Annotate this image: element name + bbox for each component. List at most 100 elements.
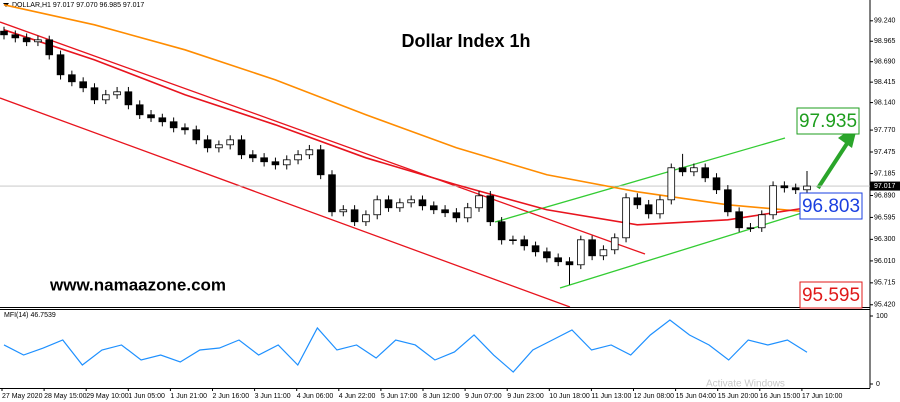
candle-body <box>339 209 348 213</box>
x-tick-label: 12 Jun 08:00 <box>634 393 675 400</box>
candle-body <box>260 157 268 163</box>
candle-body <box>101 94 110 101</box>
x-tick-label: 11 Jun 13:00 <box>591 393 631 400</box>
annotation-box <box>799 281 863 309</box>
candle-body <box>475 195 483 209</box>
x-tick-label: 1 Jun 21:00 <box>170 393 207 400</box>
candle-body <box>712 177 721 191</box>
moving-average <box>3 4 808 213</box>
candle-body <box>724 189 732 213</box>
y-tick-label: 96.595 <box>874 214 896 221</box>
candle-body <box>520 239 529 247</box>
candle-body <box>68 74 76 83</box>
candle-body <box>497 221 506 241</box>
candle-body <box>656 199 664 215</box>
candle-body <box>249 154 257 159</box>
candle-body <box>282 159 291 166</box>
y-tick-label: 95.420 <box>874 302 896 309</box>
y-tick-label: 98.965 <box>874 38 896 45</box>
candle-body <box>746 227 755 229</box>
indicator-title: MFI(14) 46.7539 <box>4 312 56 319</box>
candle-body <box>169 121 178 129</box>
x-tick-label: 8 Jun 12:00 <box>423 393 460 400</box>
y-tick-label: 96.890 <box>874 192 896 199</box>
annotation-label: 97.935 <box>799 111 857 132</box>
candle-body <box>11 34 20 39</box>
header: DOLLAR,H1 97.017 97.070 96.985 97.017 <box>12 2 144 9</box>
chart-title: Dollar Index 1h <box>401 31 530 51</box>
candle-body <box>396 202 404 209</box>
candle-body <box>237 139 246 156</box>
candle-body <box>610 237 619 251</box>
last-price-label: 97.017 <box>874 183 896 190</box>
x-tick-label: 5 Jun 17:00 <box>381 393 418 400</box>
watermark: Activate Windows <box>706 379 785 390</box>
candle-body <box>203 139 212 149</box>
candle-body <box>135 104 144 116</box>
candle-body <box>690 167 698 173</box>
x-tick-label: 1 Jun 05:00 <box>128 393 165 400</box>
candle-body <box>588 239 596 257</box>
y-tick-label: 95.715 <box>874 280 896 287</box>
candle-body <box>158 117 167 123</box>
candle-body <box>463 207 472 219</box>
indicator-tick-label: 100 <box>876 313 888 320</box>
x-tick-label: 15 Jun 04:00 <box>676 393 717 400</box>
annotation-box <box>799 192 863 220</box>
candle-body <box>486 195 495 223</box>
candle-body <box>644 204 653 215</box>
x-tick-label: 3 Jun 11:00 <box>255 393 291 400</box>
candle-body <box>226 139 234 146</box>
y-tick-label: 98.140 <box>874 99 896 106</box>
y-tick-label: 96.300 <box>874 236 896 243</box>
candle-body <box>147 114 155 119</box>
candle-body <box>0 30 8 36</box>
candle-body <box>192 129 201 141</box>
x-tick-label: 2 Jun 16:00 <box>213 393 250 400</box>
indicator-tick-label: 0 <box>876 381 880 388</box>
candle-body <box>735 211 743 229</box>
candle-body <box>577 239 585 266</box>
candle-body <box>803 185 811 191</box>
candle-body <box>678 167 687 173</box>
y-tick-label: 97.185 <box>874 170 896 177</box>
y-tick-label: 96.010 <box>874 258 896 265</box>
candle-body <box>34 39 42 43</box>
candle-body <box>531 245 540 253</box>
candle-body <box>543 251 551 259</box>
candle-body <box>757 214 766 229</box>
candle-body <box>622 197 630 239</box>
arrow-shaft <box>816 140 850 190</box>
candle-body <box>633 197 642 206</box>
x-tick-label: 27 May 2020 <box>2 393 43 400</box>
x-tick-label: 4 Jun 06:00 <box>297 393 334 400</box>
annotation-label: 95.595 <box>802 285 860 306</box>
x-tick-label: 28 May 15:00 <box>44 393 87 400</box>
indicator-line <box>3 319 808 373</box>
site-label: www.namaazone.com <box>49 275 226 294</box>
candle-body <box>22 37 31 43</box>
candle-body <box>305 149 314 156</box>
moving-average <box>3 29 808 226</box>
candle-body <box>90 87 99 101</box>
candle-body <box>79 81 87 89</box>
candle-body <box>599 249 608 257</box>
candle-body <box>271 161 280 166</box>
candle-body <box>407 199 415 204</box>
y-tick-label: 99.240 <box>874 18 896 25</box>
candle-body <box>384 199 393 209</box>
candle-body <box>452 212 461 219</box>
candle-body <box>362 214 370 223</box>
candle-body <box>56 54 65 76</box>
annotation-box <box>796 107 860 135</box>
x-tick-label: 9 Jun 23:00 <box>507 393 544 400</box>
candle-body <box>509 239 517 242</box>
candle-body <box>181 127 189 131</box>
candle-body <box>418 199 427 207</box>
candle-body <box>316 149 325 176</box>
x-tick-label: 4 Jun 22:00 <box>339 393 376 400</box>
candle-body <box>429 205 438 211</box>
y-tick-label: 98.690 <box>874 59 896 66</box>
x-tick-label: 17 Jun 10:00 <box>802 393 843 400</box>
